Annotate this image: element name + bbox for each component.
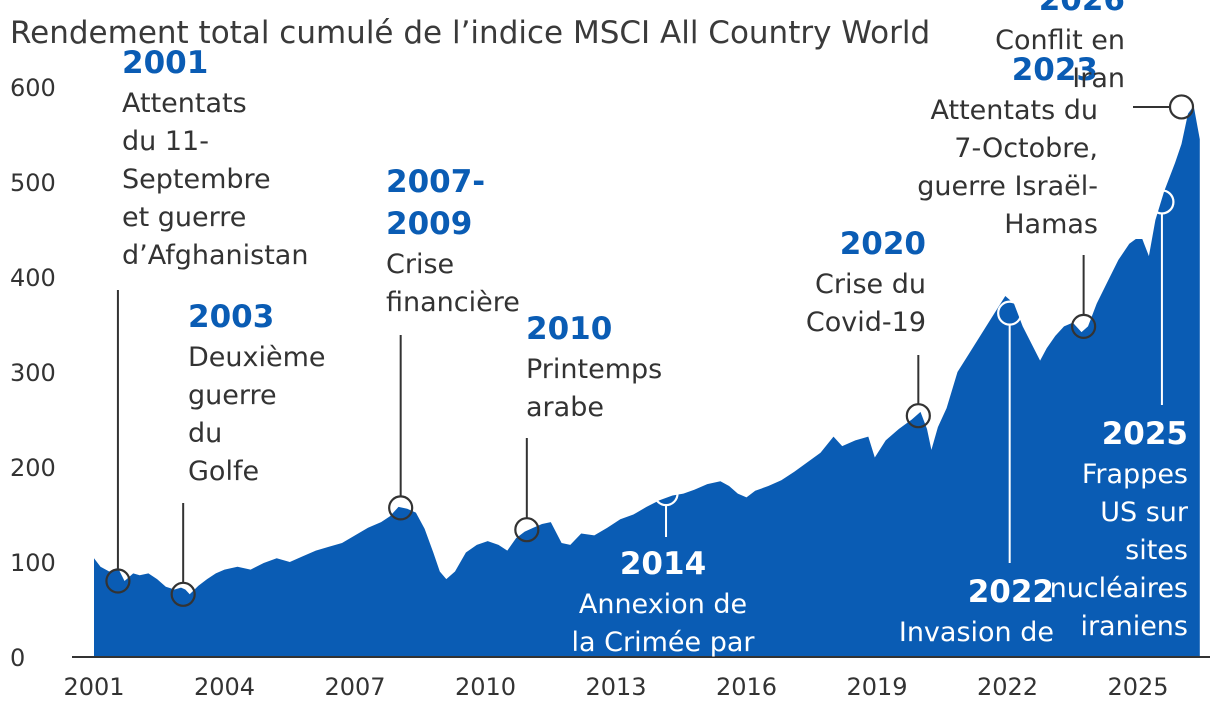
y-tick-label: 200 xyxy=(10,454,56,482)
event-marker xyxy=(653,481,679,507)
event-marker xyxy=(388,495,414,521)
y-tick-label: 100 xyxy=(10,549,56,577)
y-tick-label: 300 xyxy=(10,359,56,387)
event-description: iraniens xyxy=(1080,611,1188,642)
event-description: Attentats du xyxy=(930,95,1098,126)
event-description: Annexion de xyxy=(579,589,747,620)
chart-title: Rendement total cumulé de l’indice MSCI … xyxy=(10,15,930,51)
event-year: 2009 xyxy=(386,206,472,242)
event-description: Frappes xyxy=(1082,459,1188,490)
event-description: du xyxy=(188,418,222,449)
series-area xyxy=(94,106,1200,657)
event-description: nucléaires xyxy=(1050,573,1188,604)
event-2026: 2026 Conflit en Iran xyxy=(995,0,1195,120)
event-year: 2014 xyxy=(620,546,706,582)
event-marker xyxy=(905,403,931,429)
event-description: la Crimée par xyxy=(572,627,756,658)
event-description: arabe xyxy=(526,392,604,423)
event-2014: 2014 Annexion de la Crimée par xyxy=(572,481,756,658)
event-2022: 2022 Invasion de xyxy=(899,300,1054,648)
event-description: Printemps xyxy=(526,354,662,385)
y-tick-label: 600 xyxy=(10,74,56,102)
event-marker xyxy=(1149,189,1175,215)
plot-area xyxy=(94,106,1200,657)
event-description: guerre Israël- xyxy=(917,171,1098,202)
event-annotations: 2001 Attentats du 11- Septembre et guerre d’A… xyxy=(105,0,1195,658)
y-axis: 0 100 200 300 400 500 600 xyxy=(10,74,56,672)
event-year: 2026 xyxy=(1039,0,1125,18)
event-year: 2023 xyxy=(1012,52,1098,88)
event-2007-2009: 2007- 2009 Crise financière xyxy=(386,164,520,521)
x-tick-label: 2010 xyxy=(455,673,516,701)
event-marker xyxy=(997,300,1023,326)
y-tick-label: 400 xyxy=(10,264,56,292)
event-marker xyxy=(170,581,196,607)
event-year: 2020 xyxy=(840,226,926,262)
event-description: Covid-19 xyxy=(806,307,926,338)
event-2023: 2023 Attentats du 7-Octobre, guerre Israël-… xyxy=(917,52,1098,339)
event-2001: 2001 Attentats du 11- Septembre et guerre d’A… xyxy=(105,45,308,594)
event-year: 2003 xyxy=(188,299,274,335)
event-description: guerre xyxy=(188,380,277,411)
event-year: 2001 xyxy=(122,45,208,81)
event-2025: 2025 Frappes US sur sites nucléaires iraniens xyxy=(1050,189,1189,642)
y-tick-label: 0 xyxy=(10,644,25,672)
event-description: Hamas xyxy=(1004,209,1098,240)
event-marker xyxy=(514,517,540,543)
event-description: d’Afghanistan xyxy=(122,240,308,271)
x-tick-label: 2022 xyxy=(977,673,1038,701)
event-description: Crise xyxy=(386,249,454,280)
x-tick-label: 2007 xyxy=(324,673,385,701)
event-description: Iran xyxy=(1072,63,1125,94)
event-description: financière xyxy=(386,287,520,318)
event-description: du 11- xyxy=(122,126,209,157)
event-description: Conflit en xyxy=(995,25,1125,56)
event-year: 2025 xyxy=(1102,416,1188,452)
x-tick-label: 2013 xyxy=(585,673,646,701)
x-tick-label: 2001 xyxy=(63,673,124,701)
x-tick-label: 2004 xyxy=(194,673,255,701)
x-tick-label: 2016 xyxy=(716,673,777,701)
x-tick-label: 2019 xyxy=(846,673,907,701)
event-marker xyxy=(1071,313,1097,339)
event-marker xyxy=(1168,94,1195,120)
event-description: Golfe xyxy=(188,456,259,487)
event-description: Crise du xyxy=(815,269,926,300)
event-description: sites xyxy=(1125,535,1188,566)
event-year: 2007- xyxy=(386,164,485,200)
y-tick-label: 500 xyxy=(10,169,56,197)
event-year: 2022 xyxy=(968,574,1054,610)
x-tick-label: 2025 xyxy=(1107,673,1168,701)
event-2010: 2010 Printemps arabe xyxy=(514,311,662,543)
event-description: Septembre xyxy=(122,164,271,195)
event-description: 7-Octobre, xyxy=(954,133,1098,164)
event-description: et guerre xyxy=(122,202,246,233)
event-description: Attentats xyxy=(122,88,247,119)
event-description: US sur xyxy=(1100,497,1189,528)
event-2003: 2003 Deuxième guerre du Golfe xyxy=(170,299,326,607)
event-2020: 2020 Crise du Covid-19 xyxy=(806,226,931,429)
event-description: Invasion de xyxy=(899,617,1054,648)
event-year: 2010 xyxy=(526,311,612,347)
event-description: Deuxième xyxy=(188,342,326,373)
x-axis: 2001 2004 2007 2010 2013 2016 2019 2022 2025 xyxy=(63,656,1210,701)
event-marker xyxy=(105,568,131,594)
